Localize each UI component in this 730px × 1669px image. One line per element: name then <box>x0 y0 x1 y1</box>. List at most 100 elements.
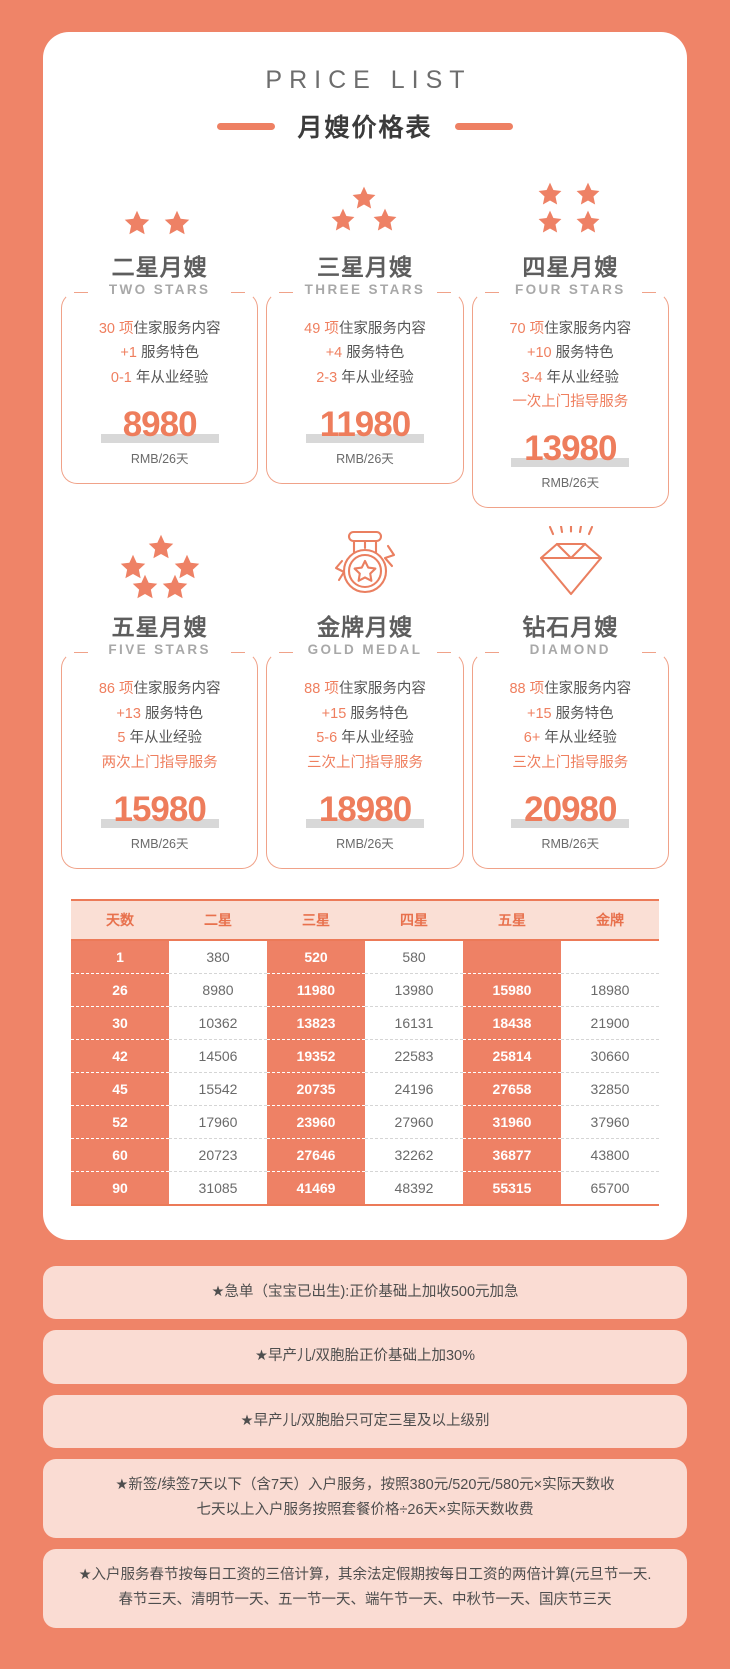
tier-price-unit: RMB/26天 <box>130 452 189 467</box>
price-table-body: 1 380 520 580 26 8980 11980 13980 15980 18980 30 10… <box>71 939 659 1204</box>
table-cell: 32262 <box>365 1138 463 1172</box>
tier-feature: 70 项住家服务内容 <box>509 321 632 337</box>
tier-grid-row-2: 五星月嫂 FIVE STARS 86 项住家服务内容 +13 服务特色 5 年从业经验两… <box>43 526 687 869</box>
tier-feature: 2-3 年从业经验 <box>316 369 414 386</box>
five-stars-icon <box>61 530 258 604</box>
diamond-icon <box>472 526 669 604</box>
tier-title: 二星月嫂 <box>111 254 208 280</box>
tier-price-unit: RMB/26天 <box>130 836 189 851</box>
page-header: PRICE LIST 月嫂价格表 <box>43 66 687 144</box>
table-cell: 16131 <box>365 1006 463 1040</box>
table-cell: 520 <box>267 939 365 974</box>
table-row: 45 15542 20735 24196 27658 32850 <box>71 1072 659 1106</box>
tier-card-4[interactable]: 五星月嫂 FIVE STARS 86 项住家服务内容 +13 服务特色 5 年从业经验两… <box>61 530 259 869</box>
tier-feature: 49 项住家服务内容 <box>304 321 426 337</box>
notice-line: ★早产儿/双胞胎只可定三星及以上级别 <box>240 1412 490 1429</box>
page-title-cn: 月嫂价格表 <box>297 114 433 142</box>
tier-title: 四星月嫂 <box>522 254 619 280</box>
tier-card-6[interactable]: 钻石月嫂 DIAMOND 88 项住家服务内容 +15 服务特色 6+ 年从业经验 三次上… <box>471 526 669 869</box>
price-table-wrap: 天数 二星 三星 四星 五星 金牌 1 380 520 580 26 8980 11980 13980 1… <box>43 898 687 1206</box>
tier-price: 11980 <box>319 405 411 445</box>
table-cell: 22583 <box>365 1039 463 1073</box>
table-cell: 32850 <box>561 1072 659 1106</box>
tier-title: 三星月嫂 <box>316 254 413 280</box>
table-col-header-2: 三星 <box>267 898 365 941</box>
price-underline-bar <box>100 818 219 828</box>
tier-feature: 0-1 年从业经验 <box>110 369 209 386</box>
tier-price-wrap: 18980 <box>275 789 454 831</box>
tier-detail-card: GOLD MEDAL 88 项住家服务内容 +15 服务特色 5-6 年从业经验 三次上… <box>266 642 464 869</box>
table-cell: 41469 <box>267 1171 365 1204</box>
tier-price-wrap: 11980 <box>275 404 454 446</box>
table-cell: 1 <box>71 939 169 974</box>
table-cell: 19352 <box>267 1039 365 1073</box>
notice-item-1: ★急单（宝宝已出生):正价基础上加收500元加急 <box>43 1265 687 1320</box>
four-stars-icon <box>472 170 669 244</box>
tier-label-en: THREE STARS <box>297 282 433 297</box>
dash-right-decoration <box>454 122 513 130</box>
tier-feature: 三次上门指导服务 <box>306 754 423 771</box>
table-cell: 45 <box>71 1072 169 1106</box>
table-cell: 60 <box>71 1138 169 1172</box>
notice-item-5: ★入户服务春节按每日工资的三倍计算，其余法定假期按每日工资的两倍计算(元旦节一天… <box>43 1548 687 1628</box>
tier-title: 钻石月嫂 <box>522 614 619 641</box>
tier-feature: +1 服务特色 <box>120 345 199 362</box>
tier-title: 五星月嫂 <box>111 614 208 641</box>
tier-card-5[interactable]: 金牌月嫂 GOLD MEDAL 88 项住家服务内容 +15 服务特色 5-6 年从业经… <box>266 530 464 869</box>
table-cell: 21900 <box>561 1006 659 1040</box>
notice-item-4: ★新签/续签7天以下（含7天）入户服务，按照380元/520元/580元×实际天… <box>43 1459 687 1538</box>
price-underline-bar <box>305 434 424 444</box>
tier-feature: 86 项住家服务内容 <box>98 681 221 698</box>
table-cell: 13980 <box>365 973 463 1007</box>
table-cell: 55315 <box>463 1171 561 1204</box>
table-cell: 90 <box>71 1171 169 1204</box>
table-cell <box>463 939 561 974</box>
table-cell: 11980 <box>267 973 365 1007</box>
table-cell: 52 <box>71 1105 169 1139</box>
page-title-en: PRICE LIST <box>265 66 472 94</box>
page-subtitle-row: 月嫂价格表 <box>43 108 687 144</box>
table-cell: 580 <box>365 939 463 974</box>
table-cell: 20735 <box>267 1072 365 1106</box>
tier-feature: 88 项住家服务内容 <box>509 681 632 698</box>
tier-feature: 3-4 年从业经验 <box>521 369 620 386</box>
tier-feature: +4 服务特色 <box>325 345 405 362</box>
table-row: 30 10362 13823 16131 18438 21900 <box>71 1006 659 1040</box>
price-table-head: 天数 二星 三星 四星 五星 金牌 <box>71 898 659 941</box>
tier-price-unit: RMB/26天 <box>336 836 394 851</box>
table-cell: 48392 <box>365 1171 463 1204</box>
price-underline-bar <box>511 458 630 468</box>
table-cell <box>561 939 659 974</box>
table-col-header-3: 四星 <box>365 898 463 941</box>
table-col-header-0: 天数 <box>71 898 169 941</box>
tier-feature: 88 项住家服务内容 <box>304 681 426 698</box>
tier-title: 金牌月嫂 <box>316 614 413 641</box>
tier-feature: 6+ 年从业经验 <box>523 730 617 747</box>
notice-line: ★入户服务春节按每日工资的三倍计算，其余法定假期按每日工资的两倍计算(元旦节一天… <box>78 1566 652 1583</box>
tier-price-wrap: 8980 <box>70 404 249 446</box>
table-cell: 30 <box>71 1006 169 1040</box>
tier-feature: +15 服务特色 <box>527 705 614 722</box>
table-cell: 20723 <box>169 1138 267 1172</box>
table-row: 52 17960 23960 27960 31960 37960 <box>71 1105 659 1139</box>
tier-feature: +10 服务特色 <box>527 345 614 362</box>
notice-line: 春节三天、清明节一天、五一节一天、端午节一天、中秋节一天、国庆节三天 <box>118 1592 612 1609</box>
tier-card-3[interactable]: 四星月嫂 FOUR STARS 70 项住家服务内容 +10 服务特色 3-4 年从业经… <box>471 170 669 509</box>
tier-card-1[interactable]: 二星月嫂 TWO STARS 30 项住家服务内容 +1 服务特色 0-1 年从业经验 8… <box>61 170 259 508</box>
table-cell: 18438 <box>463 1006 561 1040</box>
notices-list: ★急单（宝宝已出生):正价基础上加收500元加急 ★早产儿/双胞胎正价基础上加30… <box>43 1265 687 1628</box>
table-header-row: 天数 二星 三星 四星 五星 金牌 <box>71 898 659 941</box>
tier-grid-row-1: 二星月嫂 TWO STARS 30 项住家服务内容 +1 服务特色 0-1 年从业经验 8… <box>43 170 687 509</box>
tier-feature: 5-6 年从业经验 <box>316 730 414 747</box>
table-row: 42 14506 19352 22583 25814 30660 <box>71 1039 659 1073</box>
table-cell: 13823 <box>267 1006 365 1040</box>
table-row: 26 8980 11980 13980 15980 18980 <box>71 973 659 1007</box>
table-cell: 26 <box>71 973 169 1007</box>
tier-label-en: TWO STARS <box>101 282 218 297</box>
dash-left-decoration <box>217 122 276 130</box>
tier-detail-card: THREE STARS 49 项住家服务内容 +4 服务特色 2-3 年从业经验 119… <box>266 282 464 485</box>
tier-price: 20980 <box>524 789 617 829</box>
tier-feature: +13 服务特色 <box>116 705 203 722</box>
tier-card-2[interactable]: 三星月嫂 THREE STARS 49 项住家服务内容 +4 服务特色 2-3 年从业经… <box>266 170 464 508</box>
table-col-header-4: 五星 <box>463 898 561 941</box>
